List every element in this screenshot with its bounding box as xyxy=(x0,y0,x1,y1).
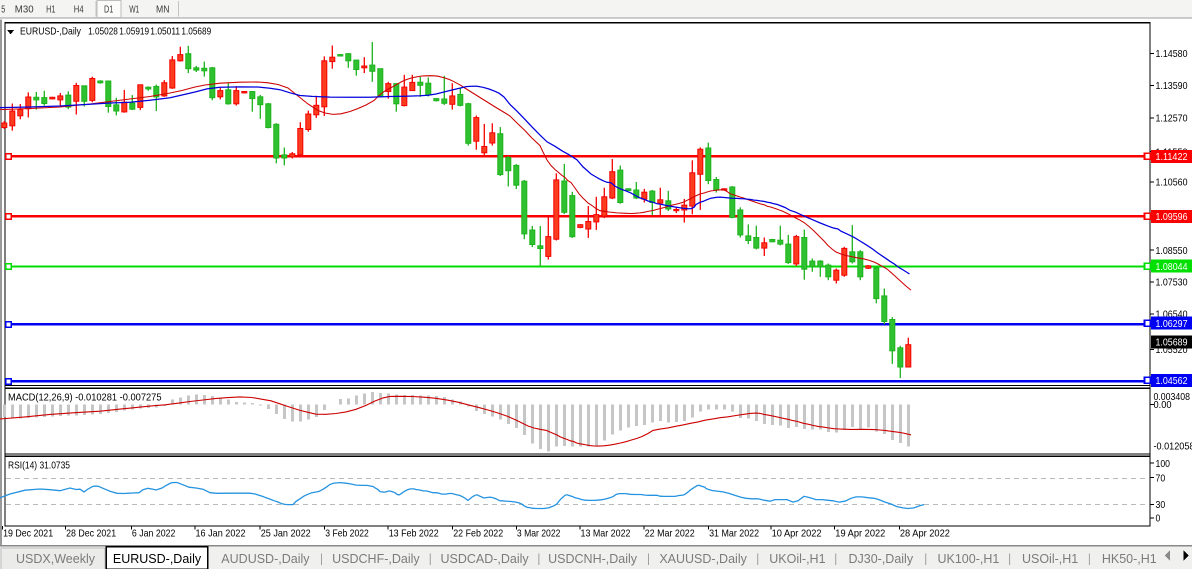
svg-text:1.04562: 1.04562 xyxy=(1156,375,1188,387)
svg-text:USDCNH-,Daily: USDCNH-,Daily xyxy=(548,552,638,566)
svg-text:1.05689: 1.05689 xyxy=(181,26,211,38)
svg-text:1.14580: 1.14580 xyxy=(1156,48,1188,60)
svg-text:|: | xyxy=(429,554,432,566)
svg-text:|: | xyxy=(1008,554,1011,566)
svg-text:31 Mar 2022: 31 Mar 2022 xyxy=(709,528,759,540)
svg-text:3 Feb 2022: 3 Feb 2022 xyxy=(325,528,369,540)
svg-text:|: | xyxy=(924,554,927,566)
svg-text:H4: H4 xyxy=(74,5,84,16)
svg-text:0: 0 xyxy=(1156,513,1161,525)
svg-text:UK100-,H1: UK100-,H1 xyxy=(937,552,999,566)
svg-text:28 Apr 2022: 28 Apr 2022 xyxy=(900,528,950,540)
svg-text:1.09596: 1.09596 xyxy=(1156,211,1188,223)
svg-text:XAUUSD-,Daily: XAUUSD-,Daily xyxy=(659,552,747,566)
svg-text:100: 100 xyxy=(1156,458,1171,470)
svg-text:USDCHF-,Daily: USDCHF-,Daily xyxy=(332,552,420,566)
svg-text:EURUSD-,Daily: EURUSD-,Daily xyxy=(20,26,82,38)
svg-text:22 Mar 2022: 22 Mar 2022 xyxy=(645,528,695,540)
svg-text:USDX,Weekly: USDX,Weekly xyxy=(16,552,96,566)
svg-text:-0.012058: -0.012058 xyxy=(1154,441,1192,453)
svg-text:13 Mar 2022: 13 Mar 2022 xyxy=(581,528,631,540)
svg-text:|: | xyxy=(756,554,759,566)
svg-text:0.003408: 0.003408 xyxy=(1154,391,1191,403)
svg-text:|: | xyxy=(647,554,650,566)
svg-text:13 Feb 2022: 13 Feb 2022 xyxy=(389,528,439,540)
svg-text:70: 70 xyxy=(1156,472,1166,484)
svg-text:|: | xyxy=(537,554,540,566)
svg-text:RSI(14) 31.0735: RSI(14) 31.0735 xyxy=(8,459,70,471)
svg-text:25 Jan 2022: 25 Jan 2022 xyxy=(261,528,311,540)
svg-text:0.00: 0.00 xyxy=(1154,399,1172,411)
svg-text:5: 5 xyxy=(1,5,5,16)
svg-text:1.06297: 1.06297 xyxy=(1156,318,1188,330)
svg-text:1.05689: 1.05689 xyxy=(1156,337,1188,349)
svg-text:H1: H1 xyxy=(46,5,56,16)
svg-text:W1: W1 xyxy=(129,5,139,16)
svg-text:HK50-,H1: HK50-,H1 xyxy=(1102,552,1157,566)
svg-text:3 Mar 2022: 3 Mar 2022 xyxy=(517,528,561,540)
svg-text:DJ30-,Daily: DJ30-,Daily xyxy=(848,552,913,566)
svg-text:6 Jan 2022: 6 Jan 2022 xyxy=(132,528,176,540)
svg-text:19 Dec 2021: 19 Dec 2021 xyxy=(3,528,53,540)
svg-text:1.11422: 1.11422 xyxy=(1156,151,1188,163)
svg-text:MN: MN xyxy=(156,5,170,16)
svg-text:MACD(12,26,9) -0.010281 -0.007: MACD(12,26,9) -0.010281 -0.007275 xyxy=(8,391,162,403)
svg-text:D1: D1 xyxy=(104,5,114,16)
svg-text:16 Jan 2022: 16 Jan 2022 xyxy=(196,528,246,540)
svg-text:UKOil-,H1: UKOil-,H1 xyxy=(769,552,825,566)
svg-text:1.05011: 1.05011 xyxy=(150,26,180,38)
svg-text:30: 30 xyxy=(1156,499,1166,511)
svg-text:22 Feb 2022: 22 Feb 2022 xyxy=(453,528,503,540)
svg-text:M30: M30 xyxy=(15,5,34,16)
svg-text:EURUSD-,Daily: EURUSD-,Daily xyxy=(113,552,202,566)
svg-text:19 Apr 2022: 19 Apr 2022 xyxy=(835,528,885,540)
svg-text:USOil-,H1: USOil-,H1 xyxy=(1022,552,1078,566)
svg-text:1.10560: 1.10560 xyxy=(1156,177,1188,189)
svg-text:10 Apr 2022: 10 Apr 2022 xyxy=(772,528,822,540)
svg-text:|: | xyxy=(834,554,837,566)
svg-text:USDCAD-,Daily: USDCAD-,Daily xyxy=(440,552,529,566)
svg-text:1.12570: 1.12570 xyxy=(1156,113,1188,125)
svg-text:1.05028: 1.05028 xyxy=(88,26,118,38)
svg-text:1.08044: 1.08044 xyxy=(1156,261,1188,273)
svg-text:1.08550: 1.08550 xyxy=(1156,245,1188,257)
svg-text:1.07530: 1.07530 xyxy=(1156,277,1188,289)
svg-text:|: | xyxy=(1088,554,1091,566)
svg-text:1.13590: 1.13590 xyxy=(1156,80,1188,92)
svg-text:AUDUSD-,Daily: AUDUSD-,Daily xyxy=(221,552,310,566)
svg-text:|: | xyxy=(320,554,323,566)
svg-text:1.05919: 1.05919 xyxy=(119,26,149,38)
svg-text:28 Dec 2021: 28 Dec 2021 xyxy=(66,528,116,540)
